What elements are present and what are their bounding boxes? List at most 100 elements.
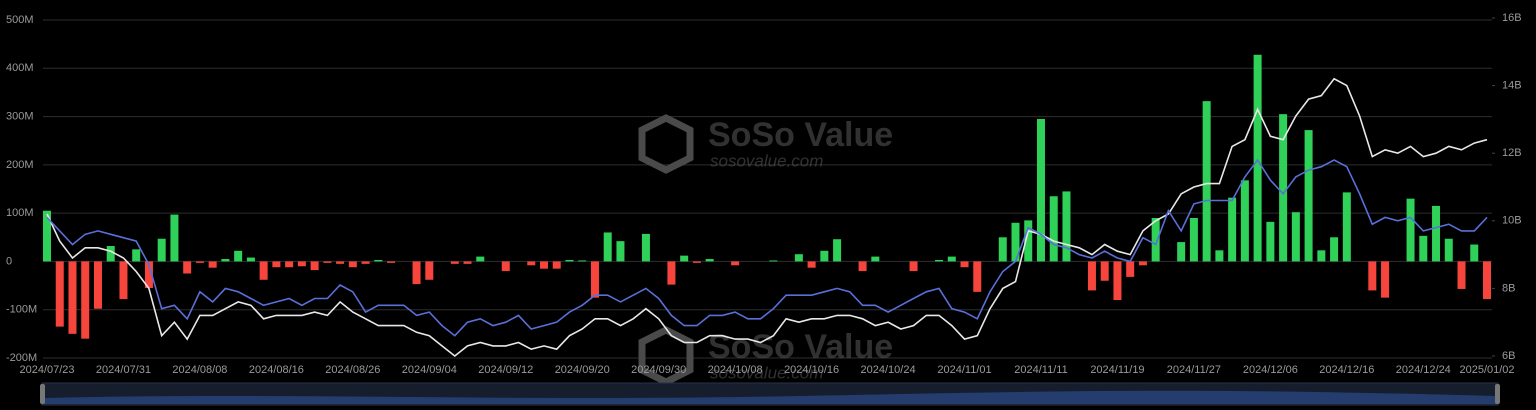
- bar: [1304, 130, 1313, 262]
- bar: [297, 261, 306, 267]
- bar: [272, 261, 281, 268]
- bar: [590, 261, 599, 298]
- bar: [858, 261, 867, 272]
- y2-tick-label: 14B: [1502, 80, 1522, 92]
- x-tick-label: 2024/10/24: [861, 364, 916, 376]
- bar: [1406, 198, 1415, 262]
- bar: [157, 238, 166, 262]
- bar: [527, 261, 536, 266]
- bar: [425, 261, 434, 280]
- y2-tick-label: 16B: [1502, 12, 1522, 24]
- x-tick-label: 2024/08/26: [325, 364, 380, 376]
- bar: [221, 259, 230, 262]
- line: [46, 158, 1488, 337]
- bar: [246, 257, 255, 262]
- x-tick-label: 2024/08/08: [172, 364, 227, 376]
- bar: [1062, 191, 1071, 262]
- bar: [820, 250, 829, 262]
- bar: [552, 261, 561, 269]
- bar: [1011, 222, 1020, 262]
- bar: [1470, 244, 1479, 262]
- y2-tick-label: 6B: [1502, 350, 1515, 362]
- navigator-handle[interactable]: [1495, 384, 1500, 404]
- bar: [603, 232, 612, 262]
- bar: [998, 237, 1007, 262]
- x-tick-label: 2024/12/06: [1243, 364, 1298, 376]
- bar: [641, 233, 650, 262]
- bar: [705, 259, 714, 262]
- bar: [1342, 192, 1351, 262]
- bar: [1215, 250, 1224, 262]
- bar: [1138, 261, 1147, 266]
- x-tick-label: 2024/09/12: [478, 364, 533, 376]
- bar: [1087, 261, 1096, 291]
- bar: [183, 261, 192, 274]
- watermark-url: sosovalue.com: [710, 363, 823, 382]
- bar: [144, 261, 153, 288]
- x-tick-label: 2024/11/11: [1014, 364, 1067, 376]
- y-tick-label: 400M: [6, 62, 34, 74]
- bar: [106, 245, 115, 262]
- bar: [1151, 217, 1160, 262]
- y-tick-label: 0: [6, 255, 12, 267]
- bar: [1228, 197, 1237, 262]
- x-tick-label: 2024/12/16: [1319, 364, 1374, 376]
- x-tick-label: 2024/09/30: [631, 364, 686, 376]
- bar: [1279, 114, 1288, 262]
- bar: [1126, 261, 1135, 277]
- y-tick-label: -200M: [6, 352, 37, 364]
- bar: [450, 261, 459, 264]
- y-tick-label: 500M: [6, 14, 34, 26]
- bar: [731, 261, 740, 266]
- bar: [1240, 180, 1249, 262]
- bar: [794, 254, 803, 262]
- bar: [973, 261, 982, 292]
- bar: [68, 261, 77, 334]
- bar: [1253, 54, 1262, 262]
- bar: [93, 261, 102, 309]
- bar: [348, 261, 357, 268]
- bar: [935, 259, 944, 262]
- y2-tick-label: 10B: [1502, 215, 1522, 227]
- navigator-handle[interactable]: [40, 384, 45, 404]
- bar: [1049, 196, 1058, 262]
- bar: [310, 261, 319, 271]
- bar: [1317, 250, 1326, 262]
- bar: [1266, 221, 1275, 262]
- line: [46, 77, 1488, 358]
- bar: [1202, 101, 1211, 262]
- x-tick-label: 2024/11/27: [1167, 364, 1221, 376]
- watermark-brand: SoSo Value: [708, 116, 893, 154]
- bar: [539, 261, 548, 269]
- bar: [412, 261, 421, 285]
- x-tick-label: 2025/01/02: [1459, 364, 1514, 376]
- bar: [43, 210, 51, 262]
- bar: [1189, 217, 1198, 262]
- y-tick-label: 200M: [6, 159, 34, 171]
- bar: [259, 261, 268, 280]
- bar: [807, 261, 816, 268]
- bar: [285, 261, 294, 268]
- bar: [1432, 205, 1441, 262]
- bar: [132, 249, 141, 262]
- y-tick-label: 300M: [6, 110, 34, 122]
- bar: [1024, 220, 1033, 262]
- bar: [1177, 242, 1186, 262]
- bar: [374, 259, 383, 262]
- bar: [170, 214, 179, 262]
- bar: [1330, 237, 1339, 262]
- x-tick-label: 2024/12/24: [1396, 364, 1451, 376]
- watermark-logo: [638, 114, 694, 174]
- bar: [1483, 261, 1491, 300]
- bar: [1419, 235, 1428, 262]
- bar: [616, 241, 625, 262]
- x-tick-label: 2024/08/16: [249, 364, 304, 376]
- bar: [692, 261, 701, 263]
- navigator[interactable]: [40, 382, 1500, 406]
- bar: [1444, 238, 1453, 262]
- bar: [1368, 261, 1377, 291]
- y2-tick-label: 12B: [1502, 147, 1522, 159]
- bar: [947, 256, 956, 262]
- y2-tick-label: 8B: [1502, 282, 1515, 294]
